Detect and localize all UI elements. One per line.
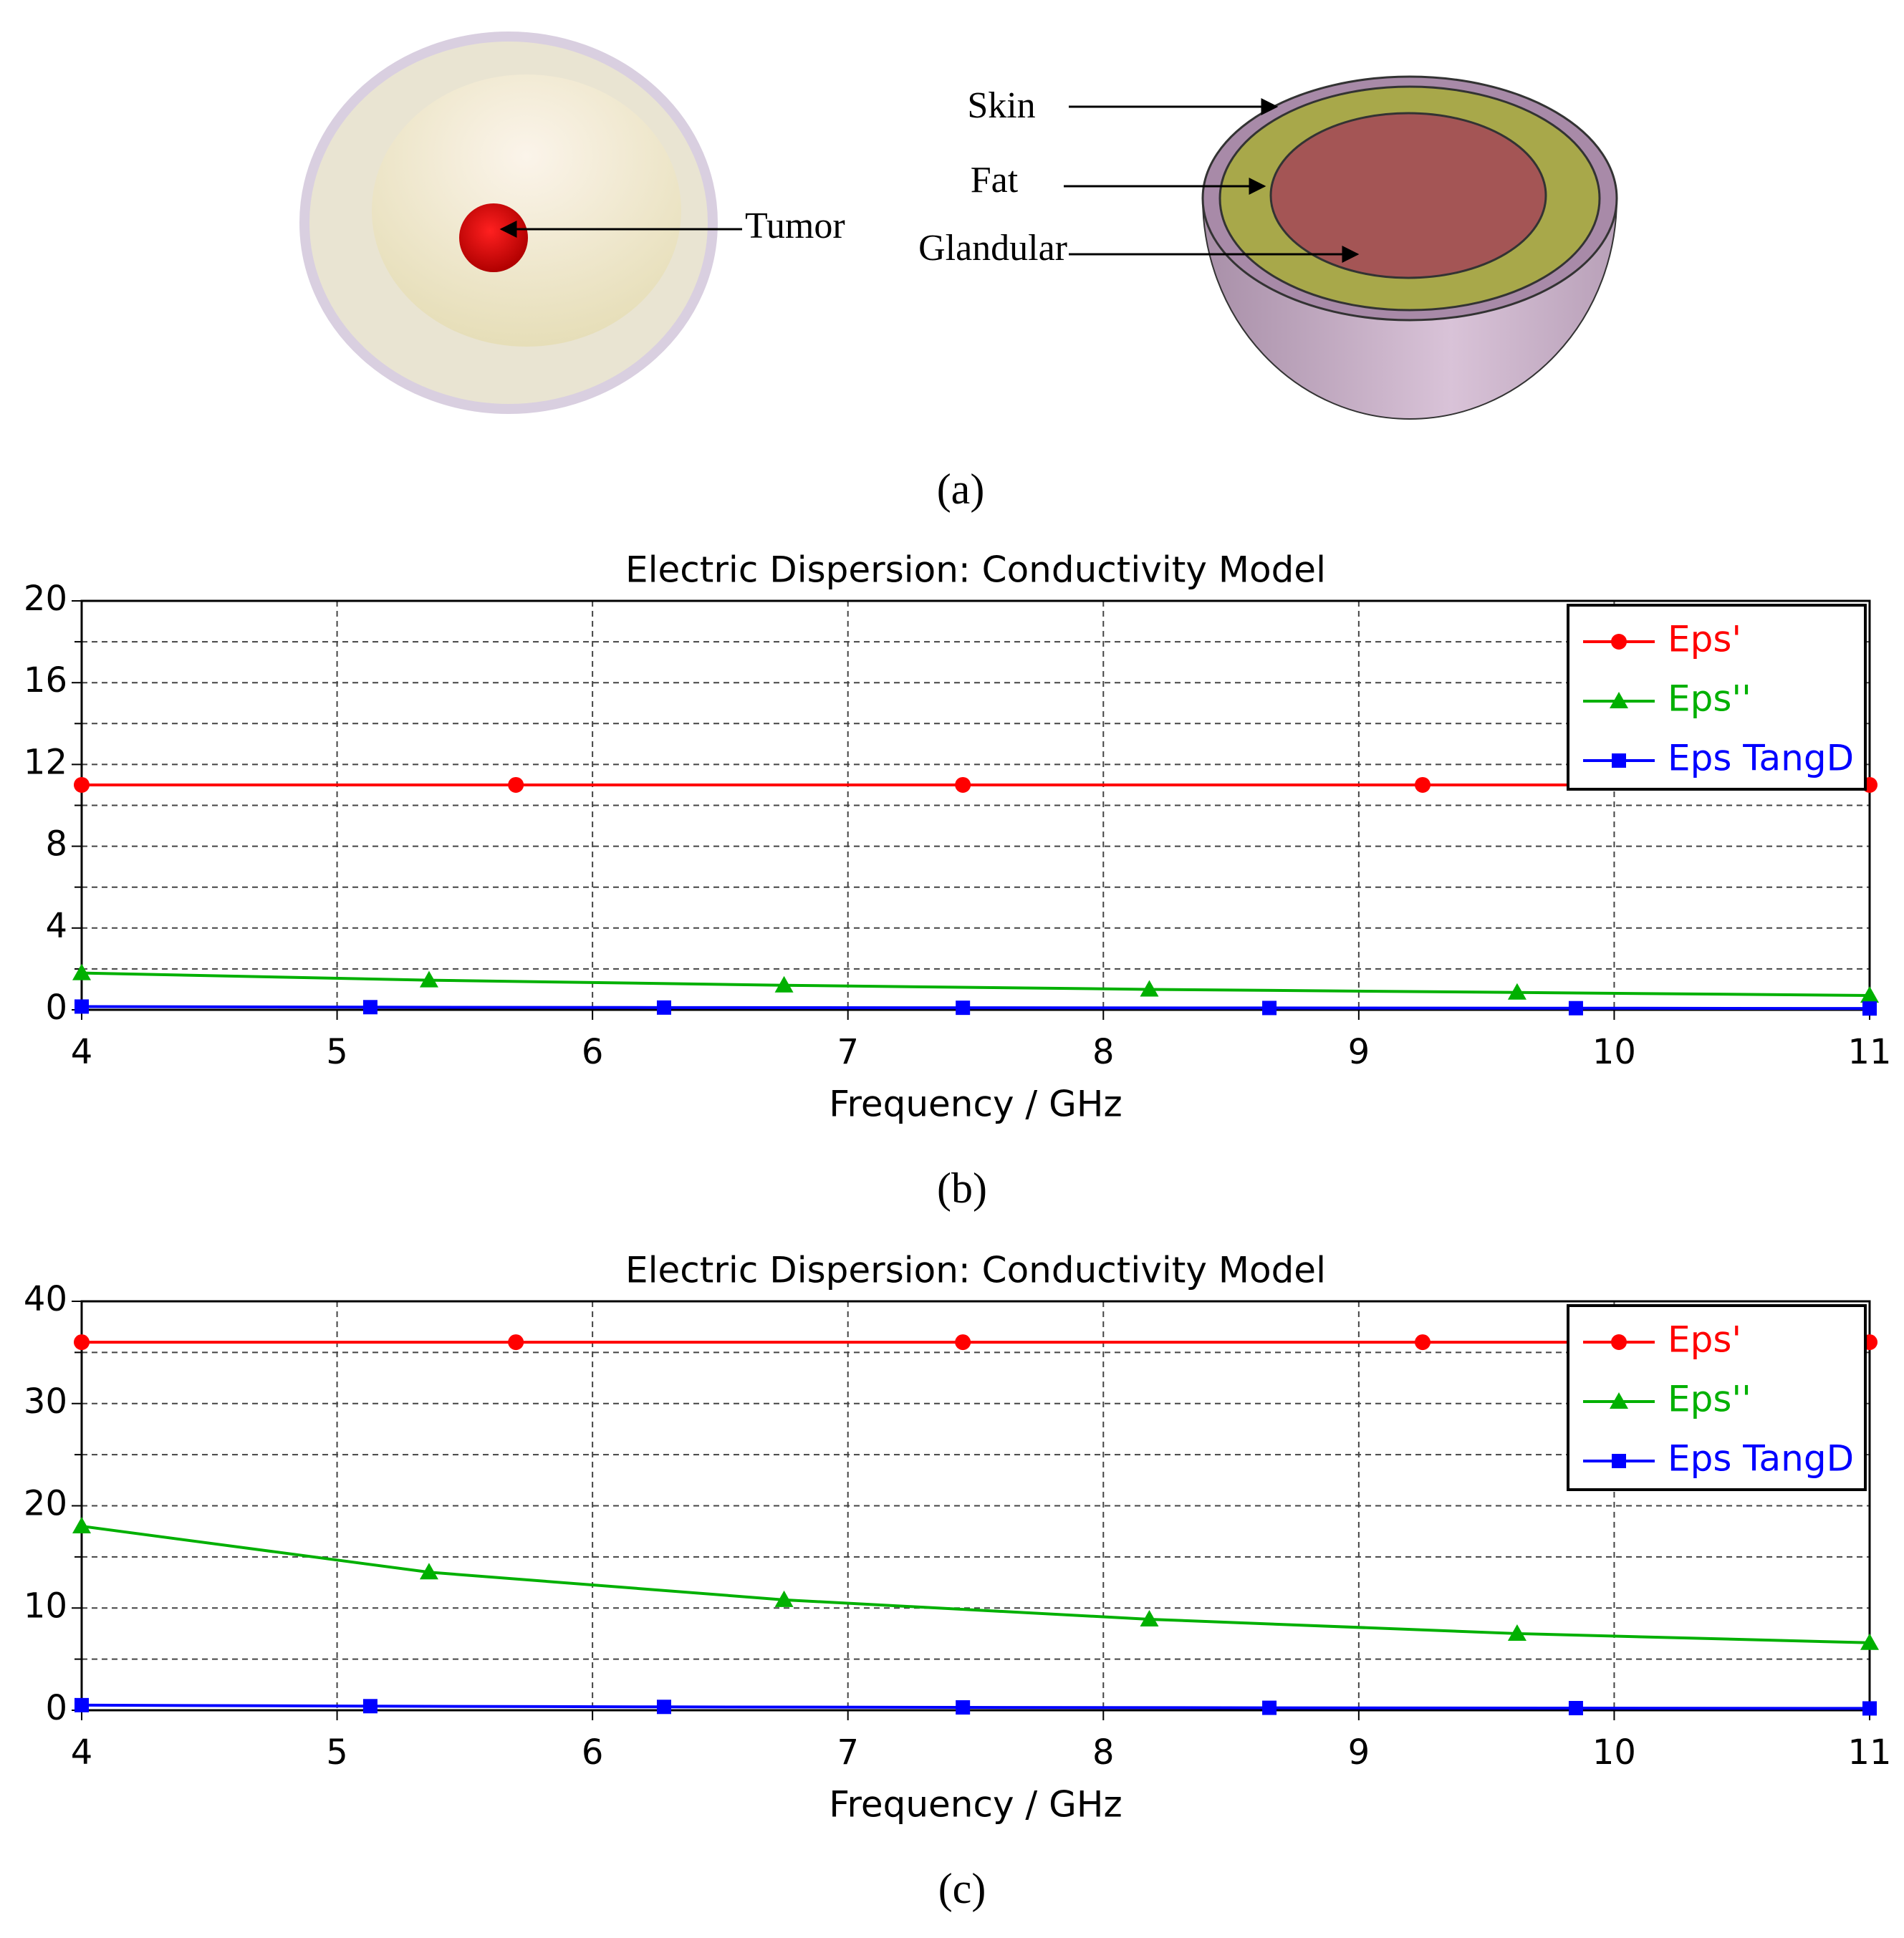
marker: [656, 1000, 671, 1015]
y-tick-label: 16: [24, 660, 67, 700]
marker: [74, 1697, 89, 1712]
x-tick-label: 11: [1847, 1032, 1891, 1072]
tumor-label: Tumor: [745, 206, 845, 246]
marker: [72, 963, 91, 980]
marker: [362, 1699, 378, 1714]
marker: [1507, 983, 1526, 1000]
marker: [1262, 1001, 1277, 1016]
x-tick-label: 5: [326, 1032, 348, 1072]
marker: [74, 776, 90, 793]
x-tick-label: 6: [582, 1732, 604, 1773]
marker: [1611, 1334, 1627, 1350]
marker: [74, 1334, 90, 1351]
legend-label: Eps TangD: [1668, 738, 1854, 779]
x-tick-label: 10: [1592, 1732, 1636, 1773]
y-tick-label: 0: [45, 988, 67, 1028]
series-line: [81, 1005, 1870, 1011]
marker: [956, 1700, 971, 1715]
x-tick-label: 8: [1092, 1732, 1115, 1773]
series-line: [81, 1525, 1870, 1644]
x-tick-label: 4: [71, 1732, 93, 1773]
marker: [1860, 986, 1879, 1003]
y-tick-label: 20: [24, 579, 67, 619]
marker: [774, 1590, 794, 1607]
x-tick-label: 9: [1348, 1032, 1370, 1072]
caption: (a): [937, 466, 985, 513]
marker: [1568, 1001, 1583, 1016]
x-tick-label: 9: [1348, 1732, 1370, 1773]
marker: [1610, 1392, 1628, 1409]
marker: [1415, 1334, 1431, 1351]
y-tick-label: 20: [24, 1484, 67, 1524]
y-tick-label: 8: [45, 824, 67, 864]
legend-label: Eps'': [1668, 678, 1751, 720]
x-tick-label: 7: [837, 1732, 859, 1773]
marker: [1610, 692, 1628, 708]
marker: [1860, 1633, 1879, 1650]
y-tick-label: 12: [24, 742, 67, 782]
marker: [1611, 634, 1627, 650]
plot-frame: [80, 1300, 1871, 1712]
breast-model-cut: [1064, 75, 1618, 420]
legend-label: Eps': [1668, 1319, 1741, 1361]
caption: (c): [938, 1865, 986, 1912]
chart-title: Electric Dispersion: Conductivity Model: [625, 549, 1326, 591]
y-tick-label: 0: [45, 1688, 67, 1728]
marker: [955, 1334, 971, 1351]
marker: [656, 1700, 671, 1715]
chart-title: Electric Dispersion: Conductivity Model: [625, 1250, 1326, 1291]
marker: [1140, 1609, 1159, 1626]
marker: [1612, 1454, 1626, 1468]
marker: [1862, 1001, 1877, 1016]
marker: [774, 975, 794, 993]
y-tick-label: 4: [45, 906, 67, 946]
legend-label: Eps TangD: [1668, 1438, 1854, 1480]
series-line: [81, 1703, 1870, 1710]
x-tick-label: 6: [582, 1032, 604, 1072]
x-tick-label: 5: [326, 1732, 348, 1773]
marker: [1862, 1701, 1877, 1716]
y-tick-label: 10: [24, 1586, 67, 1626]
marker: [508, 1334, 524, 1351]
glandular-label: Glandular: [918, 228, 1067, 269]
x-axis-label: Frequency / GHz: [829, 1084, 1122, 1125]
marker: [955, 776, 971, 793]
marker: [1568, 1701, 1583, 1716]
marker: [1612, 753, 1626, 768]
fat-label: Fat: [971, 160, 1019, 201]
x-tick-label: 4: [71, 1032, 93, 1072]
marker: [362, 1000, 378, 1015]
legend-label: Eps': [1668, 619, 1741, 660]
marker: [1140, 980, 1159, 997]
skin-label: Skin: [967, 85, 1035, 126]
marker: [72, 1517, 91, 1534]
x-tick-label: 8: [1092, 1032, 1115, 1072]
marker: [74, 999, 89, 1014]
marker: [1507, 1624, 1526, 1641]
legend-label: Eps'': [1668, 1379, 1751, 1420]
y-tick-label: 40: [24, 1279, 67, 1319]
marker: [508, 776, 524, 793]
x-tick-label: 10: [1592, 1032, 1636, 1072]
series-line: [81, 971, 1870, 998]
plot-frame: [80, 599, 1871, 1011]
marker: [956, 1001, 971, 1016]
x-tick-label: 7: [837, 1032, 859, 1072]
x-tick-label: 11: [1847, 1732, 1891, 1773]
x-axis-label: Frequency / GHz: [829, 1784, 1122, 1826]
breast-model-transparent: [299, 32, 742, 414]
y-tick-label: 30: [24, 1382, 67, 1422]
marker: [1415, 776, 1431, 793]
marker: [1262, 1700, 1277, 1715]
marker: [419, 970, 438, 988]
caption: (b): [937, 1165, 987, 1212]
marker: [419, 1563, 438, 1580]
